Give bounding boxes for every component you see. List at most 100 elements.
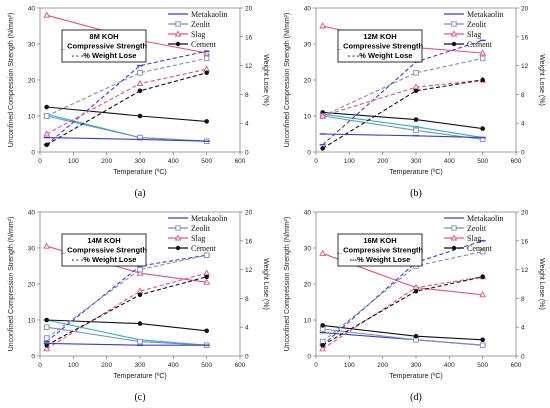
series-line-cement-strength: [46, 106, 207, 122]
legend-marker: [450, 234, 458, 241]
chart-panel-d: 0 100 200 300 400 500 600010203040048121620Tem…: [284, 210, 545, 404]
series-line-metakaolin-strength: [46, 113, 207, 142]
x-tick-label: 300: [411, 362, 422, 369]
x-tick-label: 600: [511, 362, 522, 369]
y2-tick-label: 16: [245, 238, 253, 245]
legend-label: Slag: [467, 234, 481, 243]
y2-tick-label: 12: [521, 267, 529, 274]
y2-tick-label: 20: [245, 6, 253, 13]
y-tick-label: 0: [307, 354, 311, 361]
data-point-slag: [203, 269, 211, 276]
data-point-cement: [137, 292, 143, 298]
data-point-slag: [203, 49, 211, 56]
y2-tick-label: 12: [245, 267, 253, 274]
y-tick-label: 40: [28, 210, 36, 217]
data-point-slag: [43, 242, 51, 249]
x-tick-label: 200: [101, 158, 112, 165]
y-tick-label: 40: [28, 6, 36, 13]
legend-label: Cement: [467, 244, 493, 253]
legend-label: Zeolit: [191, 20, 211, 29]
y-tick-label: 0: [31, 150, 35, 157]
y-tick-label: 10: [304, 114, 312, 121]
legend-marker: [175, 41, 181, 47]
data-point-zeolit: [203, 55, 210, 62]
x-tick-label: 300: [135, 362, 146, 369]
x-tick-label: 400: [444, 362, 455, 369]
y-tick-label: 30: [304, 246, 312, 253]
y2-tick-label: 0: [521, 150, 525, 157]
y2-axis-label: Weight Lose (%): [262, 258, 269, 310]
chart-title-box: [337, 29, 423, 63]
x-tick-label: 600: [235, 158, 246, 165]
legend-marker: [175, 245, 181, 251]
x-tick-label: 0: [314, 362, 318, 369]
data-point-slag: [479, 49, 487, 56]
legend-marker: [451, 41, 457, 47]
chart-title-line: - - -% Weight Lose: [72, 255, 137, 264]
series-line-slag-weight: [322, 79, 483, 117]
data-point-cement: [320, 342, 325, 348]
y2-tick-label: 0: [245, 354, 249, 361]
series-line-metakaolin-weight: [46, 50, 207, 146]
data-point-slag: [319, 22, 327, 29]
data-point-zeolit: [479, 342, 486, 348]
data-point-cement: [204, 119, 209, 124]
y2-tick-label: 8: [245, 92, 249, 99]
data-point-zeolit: [413, 127, 419, 134]
y2-tick-label: 0: [245, 150, 249, 157]
y2-tick-label: 8: [521, 92, 525, 99]
data-point-slag: [43, 130, 51, 137]
y-tick-label: 40: [304, 6, 312, 13]
y2-tick-label: 0: [521, 354, 525, 361]
y-tick-label: 40: [304, 210, 312, 217]
chart-title-line: _ Compressive Strength: [60, 246, 148, 255]
series-line-cement-weight: [46, 276, 207, 346]
data-point-slag: [319, 249, 327, 256]
data-point-slag: [319, 345, 327, 352]
y-tick-label: 10: [28, 114, 36, 121]
y-axis-label: Unconfined Compression Strength (N/mm²): [8, 217, 15, 352]
chart-title-line: 14M KOH: [87, 236, 120, 245]
chart-title-box: [337, 233, 423, 267]
chart-title-line: ---% Weight Lose: [350, 255, 411, 264]
legend-label: Zeolit: [467, 20, 487, 29]
y2-tick-label: 20: [521, 6, 529, 13]
data-point-zeolit: [43, 113, 50, 119]
panel-caption: (d): [410, 392, 422, 403]
chart-title-line: _ Compressive Strength: [336, 246, 424, 255]
x-tick-label: 500: [201, 362, 212, 369]
y2-tick-label: 4: [521, 325, 525, 332]
data-point-cement: [413, 333, 419, 339]
series-line-zeolit-strength: [46, 326, 207, 346]
chart-title-line: _ Compressive Strength: [60, 42, 148, 51]
data-point-cement: [320, 146, 325, 151]
data-point-slag: [43, 11, 51, 18]
series-line-cement-strength: [322, 111, 483, 130]
y-tick-label: 30: [28, 42, 36, 49]
y2-tick-label: 4: [245, 121, 249, 128]
data-point-slag: [203, 278, 211, 285]
data-point-zeolit: [479, 248, 486, 255]
x-tick-label: 500: [477, 362, 488, 369]
series-line-zeolit-weight: [46, 57, 207, 117]
y-tick-label: 30: [28, 246, 36, 253]
x-axis-label: Temperature (ºC): [389, 169, 443, 176]
x-tick-label: 0: [38, 158, 42, 165]
chart-title-box: [61, 233, 147, 267]
y2-tick-label: 12: [521, 63, 529, 70]
legend-label: Metakaolin: [191, 214, 227, 223]
chart-panel-a: 0 100 200 300 400 500 600010203040048121620Tem…: [8, 6, 269, 200]
data-point-slag: [43, 345, 51, 352]
chart-panel-b: 0 100 200 300 400 500 600010203040048121620Tem…: [284, 6, 545, 200]
data-point-slag: [203, 65, 211, 72]
data-point-zeolit: [479, 55, 486, 62]
chart-title-line: 12M KOH: [363, 32, 396, 41]
chart-panel-c: 0 100 200 300 400 500 600010203040048121620Tem…: [8, 210, 269, 404]
x-tick-label: 600: [511, 158, 522, 165]
x-tick-label: 0: [314, 158, 318, 165]
data-point-zeolit: [203, 252, 210, 258]
x-tick-label: 200: [101, 362, 112, 369]
x-tick-label: 200: [377, 362, 388, 369]
x-tick-label: 400: [444, 158, 455, 165]
